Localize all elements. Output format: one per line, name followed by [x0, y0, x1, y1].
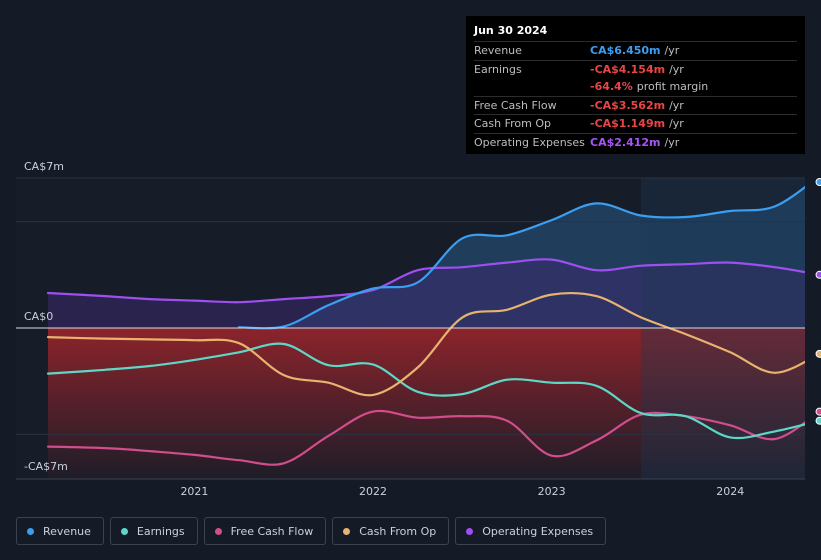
legend: Revenue Earnings Free Cash Flow Cash From O… — [16, 517, 607, 545]
tooltip-unit: profit margin — [636, 80, 709, 94]
legend-item-earnings[interactable]: Earnings — [109, 517, 198, 545]
tooltip-label: Revenue — [474, 44, 522, 58]
tooltip-value: -CA$4.154m — [590, 62, 666, 76]
tooltip-date: Jun 30 2024 — [474, 24, 548, 37]
area-opex — [48, 259, 805, 328]
line-earnings — [46, 342, 805, 440]
legend-item-cash-from-op[interactable]: Cash From Op — [332, 517, 450, 545]
legend-item-operating-expenses[interactable]: Operating Expenses — [455, 517, 607, 545]
end-point-cfo — [815, 349, 821, 358]
tooltip-value: CA$6.450m — [590, 44, 661, 58]
x-tick-label: 2021 — [180, 485, 208, 498]
tooltip-row: Revenue CA$6.450m/yr — [474, 41, 797, 60]
line-revenue — [238, 185, 805, 330]
line-cfo — [46, 291, 805, 397]
y-label-top: CA$7m — [24, 160, 64, 173]
legend-item-revenue[interactable]: Revenue — [16, 517, 104, 545]
line-opex — [46, 258, 805, 304]
legend-label: Cash From Op — [359, 524, 437, 538]
legend-dot-icon — [214, 527, 222, 535]
tooltip-row: -64.4% profit margin — [474, 78, 797, 96]
legend-label: Operating Expenses — [482, 524, 594, 538]
tooltip-row: Operating Expenses CA$2.412m/yr — [474, 132, 797, 152]
tooltip-label: Cash From Op — [474, 117, 552, 131]
tooltip-label: Operating Expenses — [474, 135, 585, 149]
legend-dot-icon — [466, 527, 474, 535]
end-point-revenue — [815, 178, 821, 186]
tooltip-label: Earnings — [474, 62, 522, 76]
tooltip-unit: /yr — [664, 44, 680, 58]
x-tick-label: 2024 — [716, 485, 744, 498]
y-label-bottom: -CA$7m — [24, 460, 68, 473]
tooltip-unit: /yr — [669, 98, 684, 112]
tooltip-value: -64.4% — [590, 80, 633, 94]
legend-dot-icon — [343, 527, 351, 535]
tooltip-row: Free Cash Flow -CA$3.562m/yr — [474, 95, 797, 115]
legend-label: Earnings — [136, 524, 185, 538]
tooltip-value: CA$2.412m — [590, 135, 661, 149]
legend-dot-icon — [27, 527, 34, 535]
tooltip-row: Cash From Op -CA$1.149m/yr — [474, 114, 797, 133]
tooltip-unit: /yr — [669, 62, 684, 76]
tooltip-unit: /yr — [664, 135, 680, 149]
end-point-opex — [815, 270, 821, 279]
legend-label: Revenue — [43, 524, 91, 538]
tooltip-value: -CA$3.562m — [590, 98, 666, 112]
tooltip-unit: /yr — [669, 117, 684, 131]
x-tick-label: 2022 — [359, 485, 387, 498]
tooltip-value: -CA$1.149m — [590, 117, 666, 131]
tooltip: Jun 30 2024 Revenue CA$6.450m/yr Earnings -… — [466, 16, 805, 154]
legend-label: Free Cash Flow — [230, 524, 314, 538]
legend-dot-icon — [120, 527, 128, 535]
legend-item-free-cash-flow[interactable]: Free Cash Flow — [203, 517, 327, 545]
x-tick-label: 2023 — [538, 485, 566, 498]
tooltip-row: Earnings -CA$4.154m/yr — [474, 59, 797, 79]
end-point-earnings — [815, 416, 821, 425]
tooltip-label: Free Cash Flow — [474, 98, 557, 112]
end-point-fcf — [815, 407, 821, 416]
y-label-zero: CA$0 — [24, 310, 53, 323]
